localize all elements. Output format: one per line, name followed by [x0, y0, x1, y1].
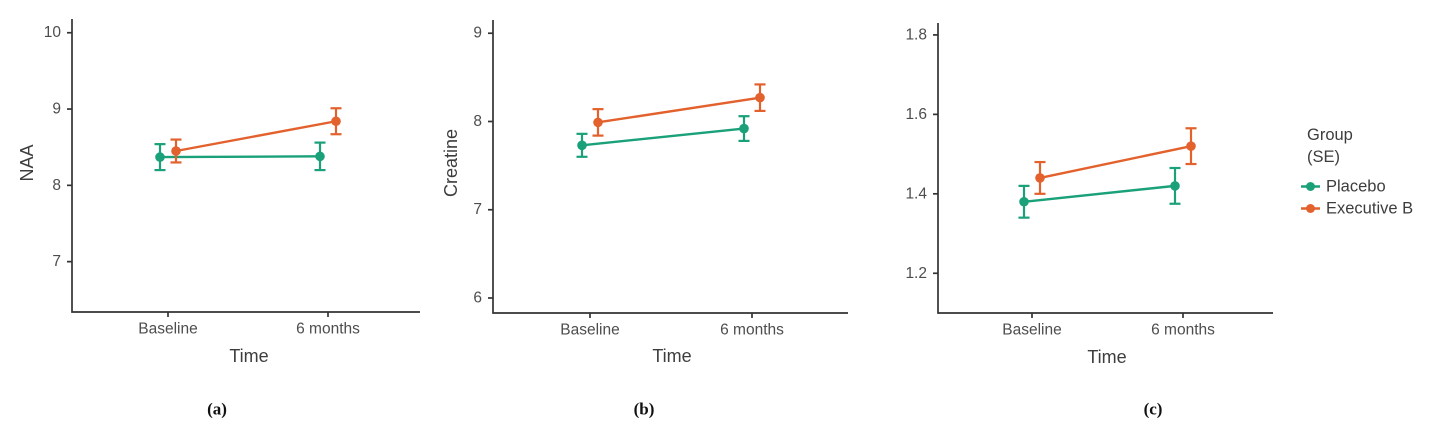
panel-caption: (b)	[634, 400, 655, 419]
axis-lines	[71, 19, 420, 313]
y-tick-label: 1.4	[905, 185, 927, 202]
data-point-executive-b	[755, 92, 765, 103]
panel-caption: (c)	[1144, 400, 1163, 419]
panel-caption: (a)	[207, 400, 227, 419]
series-line-executive-b	[175, 120, 337, 153]
x-tick-label: 6 months	[720, 322, 784, 339]
legend-subtitle: (SE)	[1307, 148, 1340, 166]
legend-item-label: Placebo	[1326, 178, 1386, 196]
legend: Group (SE) Placebo Executive B	[1301, 126, 1413, 218]
x-tick-label: 6 months	[1151, 322, 1215, 339]
legend-item-label: Executive B	[1326, 200, 1413, 218]
data-point-placebo	[1170, 181, 1180, 191]
x-tick-label: Baseline	[1002, 322, 1061, 339]
data-point-placebo	[1019, 196, 1029, 207]
y-tick-label: 8	[473, 113, 482, 130]
y-tick-label: 7	[473, 201, 482, 218]
y-tick-label: 10	[44, 24, 62, 41]
x-tick-label: Baseline	[138, 321, 197, 338]
data-point-executive-b	[171, 146, 181, 156]
y-tick-label: 8	[52, 177, 61, 194]
y-tick-label: 9	[52, 101, 61, 118]
x-axis-title: Time	[1087, 347, 1126, 367]
series-line-placebo	[581, 127, 745, 147]
x-tick-label: 6 months	[296, 321, 360, 338]
series-line-placebo	[159, 155, 321, 159]
series-line-executive-b	[1039, 144, 1192, 180]
axis-lines	[492, 20, 848, 314]
data-point-placebo	[155, 152, 165, 162]
data-point-executive-b	[1035, 173, 1045, 183]
x-tick-label: Baseline	[560, 322, 619, 339]
data-point-placebo	[739, 123, 749, 134]
series-line-executive-b	[597, 96, 761, 124]
y-axis-title: Creatine	[441, 129, 461, 197]
axis-lines	[937, 23, 1273, 314]
panel-c: 1.2 1.4 1.6 1.8 Baseline 6 months Time (c)	[905, 23, 1273, 419]
data-point-placebo	[577, 140, 587, 151]
data-point-placebo	[315, 151, 325, 162]
data-point-executive-b	[593, 117, 603, 128]
data-point-executive-b	[1186, 141, 1196, 151]
data-point-executive-b	[331, 116, 341, 127]
y-tick-label: 6	[473, 289, 482, 306]
legend-key-point	[1306, 204, 1315, 213]
panel-a: 7 8 9 10 Baseline 6 months Time NAA (a)	[17, 19, 420, 419]
y-tick-label: 1.6	[905, 106, 927, 123]
x-axis-title: Time	[229, 346, 268, 366]
x-axis-title: Time	[652, 346, 691, 366]
legend-item-executive-b: Executive B	[1301, 200, 1413, 218]
y-tick-label: 1.8	[905, 26, 927, 43]
legend-item-placebo: Placebo	[1301, 178, 1386, 196]
panel-b: 6 7 8 9 Baseline 6 months Time Creatine (b)	[441, 20, 848, 419]
y-tick-label: 1.2	[905, 265, 927, 282]
legend-key-point	[1306, 182, 1315, 191]
y-tick-label: 7	[52, 253, 61, 270]
y-axis-title: NAA	[17, 144, 37, 181]
legend-title: Group	[1307, 126, 1353, 144]
y-tick-label: 9	[473, 25, 482, 42]
series-line-placebo	[1023, 184, 1176, 203]
